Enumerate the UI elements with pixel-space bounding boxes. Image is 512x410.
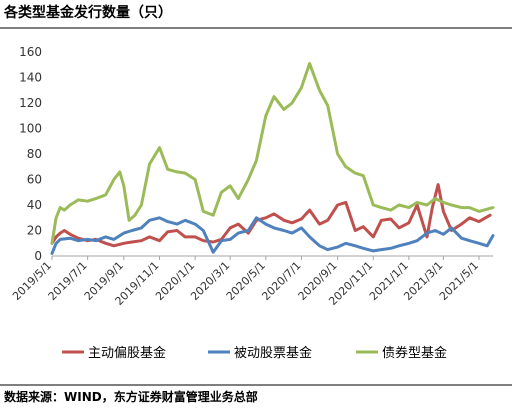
source-note: 数据来源：WIND，东方证券财富管理业务总部 (4, 390, 258, 404)
y-tick-label: 100 (19, 122, 42, 136)
series-lines (50, 62, 495, 255)
y-tick-label: 20 (27, 224, 42, 238)
y-tick-label: 120 (19, 96, 42, 110)
title-divider (0, 27, 512, 29)
series-line-1 (50, 183, 492, 248)
legend-label-1: 主动偏股基金 (88, 345, 166, 361)
y-tick-label: 160 (19, 45, 42, 59)
x-tick-label: 2021/5/1 (437, 259, 481, 303)
line-chart: 0204060801001201401602019/5/12019/7/1201… (10, 45, 495, 361)
axes: 0204060801001201401602019/5/12019/7/1201… (10, 45, 493, 308)
y-tick-label: 140 (19, 71, 42, 85)
y-tick-label: 60 (27, 173, 42, 187)
legend-label-2: 被动股票基金 (234, 345, 312, 361)
y-tick-label: 80 (27, 147, 42, 161)
legend-label-3: 债券型基金 (382, 345, 447, 361)
legend: 主动偏股基金 被动股票基金 债券型基金 (62, 345, 447, 361)
chart-title: 各类型基金发行数量（只） (4, 5, 172, 21)
footer-divider (0, 384, 512, 386)
y-tick-label: 40 (27, 198, 42, 212)
y-tick-label: 0 (34, 249, 42, 263)
series-line-3 (50, 62, 495, 245)
series-line-2 (50, 216, 495, 255)
